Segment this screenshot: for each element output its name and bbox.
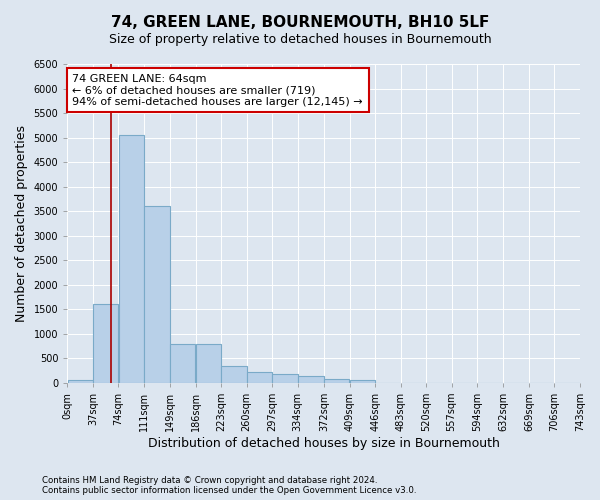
Bar xyxy=(119,135,144,383)
Text: 74 GREEN LANE: 64sqm
← 6% of detached houses are smaller (719)
94% of semi-detac: 74 GREEN LANE: 64sqm ← 6% of detached ho… xyxy=(73,74,363,107)
Text: 74, GREEN LANE, BOURNEMOUTH, BH10 5LF: 74, GREEN LANE, BOURNEMOUTH, BH10 5LF xyxy=(111,15,489,30)
Bar xyxy=(196,344,221,383)
Bar xyxy=(350,380,375,383)
Bar xyxy=(298,376,324,383)
Bar xyxy=(221,366,247,383)
Text: Size of property relative to detached houses in Bournemouth: Size of property relative to detached ho… xyxy=(109,32,491,46)
Bar xyxy=(272,374,298,383)
Bar xyxy=(247,372,272,383)
X-axis label: Distribution of detached houses by size in Bournemouth: Distribution of detached houses by size … xyxy=(148,437,500,450)
Y-axis label: Number of detached properties: Number of detached properties xyxy=(15,125,28,322)
Bar xyxy=(93,304,118,383)
Bar xyxy=(144,206,170,383)
Bar xyxy=(170,344,196,383)
Text: Contains HM Land Registry data © Crown copyright and database right 2024.
Contai: Contains HM Land Registry data © Crown c… xyxy=(42,476,416,495)
Bar xyxy=(324,378,349,383)
Bar xyxy=(68,380,92,383)
